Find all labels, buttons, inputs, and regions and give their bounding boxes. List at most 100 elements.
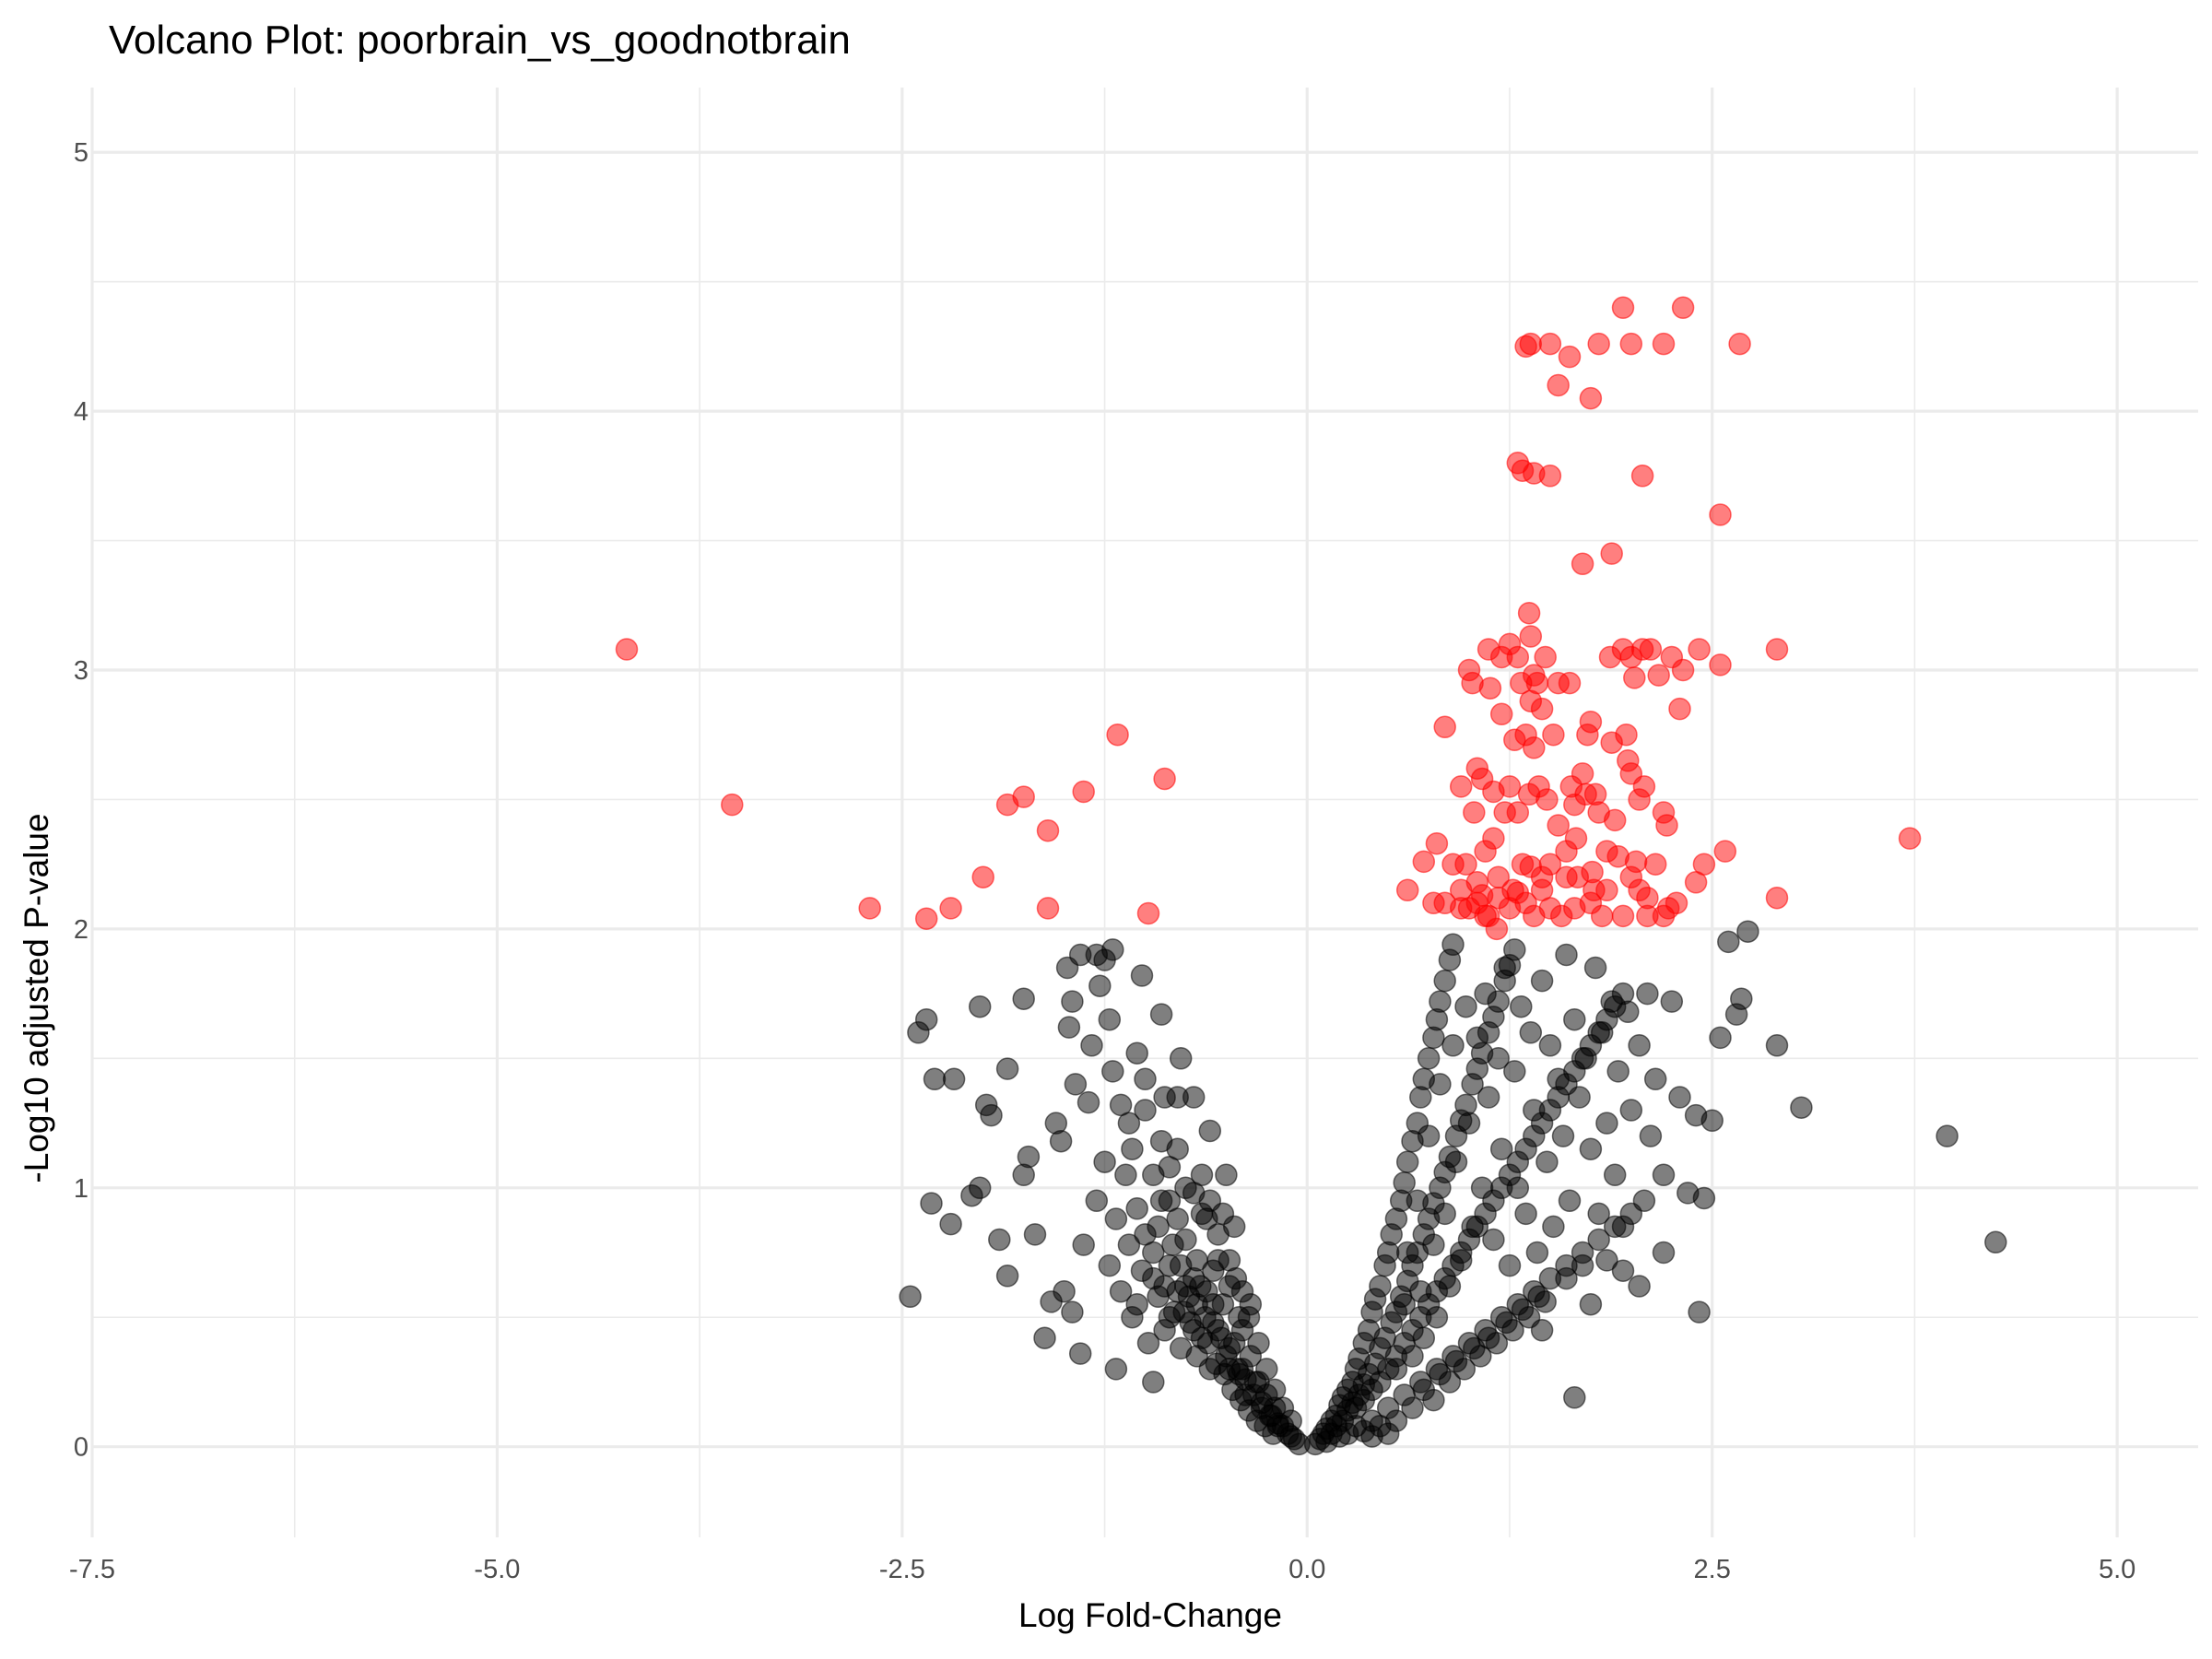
non-significant-point — [1503, 1060, 1526, 1083]
significant-point — [939, 897, 962, 920]
non-significant-point — [1717, 930, 1740, 954]
non-significant-point — [1514, 1202, 1537, 1226]
significant-point — [1555, 865, 1578, 888]
non-significant-point — [1688, 1300, 1711, 1324]
non-significant-point — [1636, 982, 1659, 1006]
non-significant-point — [1441, 933, 1465, 957]
non-significant-point — [1617, 1000, 1640, 1024]
significant-point — [1433, 715, 1456, 739]
non-significant-point — [1438, 1275, 1462, 1298]
y-tick-label: 0 — [74, 1433, 88, 1463]
significant-point — [1463, 801, 1486, 824]
significant-point — [1611, 296, 1635, 320]
data-points — [615, 296, 2007, 1456]
non-significant-point — [1136, 1332, 1160, 1355]
non-significant-point — [1485, 1332, 1509, 1355]
significant-point — [1671, 296, 1695, 320]
non-significant-point — [1057, 1016, 1081, 1039]
non-significant-point — [1395, 1150, 1419, 1173]
non-significant-point — [1595, 1249, 1618, 1272]
non-significant-point — [1206, 1223, 1230, 1246]
non-significant-point — [1080, 1034, 1103, 1057]
significant-point — [1709, 503, 1732, 526]
non-significant-point — [1093, 1150, 1116, 1173]
non-significant-point — [1587, 1202, 1610, 1226]
non-significant-point — [968, 1176, 992, 1200]
non-significant-point — [1166, 1207, 1189, 1230]
non-significant-point — [1053, 1279, 1076, 1303]
non-significant-point — [1639, 1124, 1663, 1147]
non-significant-point — [1652, 1163, 1676, 1187]
non-significant-point — [1474, 982, 1497, 1006]
significant-point — [1652, 332, 1676, 356]
significant-point — [1534, 645, 1557, 669]
non-significant-point — [1218, 1336, 1241, 1360]
non-significant-point — [1611, 1215, 1635, 1239]
non-significant-point — [1542, 1215, 1565, 1239]
non-significant-point — [1429, 1073, 1452, 1096]
non-significant-point — [1555, 1266, 1578, 1290]
non-significant-point — [1790, 1096, 1813, 1119]
significant-point — [1652, 904, 1676, 928]
non-significant-point — [1149, 1189, 1173, 1213]
significant-point — [1538, 897, 1562, 920]
non-significant-point — [1461, 1215, 1484, 1239]
non-significant-point — [980, 1103, 1003, 1127]
significant-point — [1489, 702, 1513, 726]
non-significant-point — [1395, 1241, 1419, 1265]
non-significant-point — [1433, 969, 1456, 993]
non-significant-point — [1736, 920, 1759, 943]
significant-point — [858, 897, 881, 920]
non-significant-point — [1068, 1342, 1092, 1365]
significant-point — [1671, 658, 1695, 682]
non-significant-point — [1438, 1371, 1462, 1394]
non-significant-point — [1503, 938, 1526, 961]
non-significant-point — [1190, 1163, 1214, 1187]
non-significant-point — [1555, 943, 1578, 967]
non-significant-point — [1558, 1189, 1582, 1213]
x-tick-label: -5.0 — [474, 1555, 520, 1584]
non-significant-point — [1579, 1292, 1603, 1316]
x-tick-label: -2.5 — [879, 1555, 925, 1584]
non-significant-point — [1237, 1305, 1261, 1329]
non-significant-point — [1587, 1228, 1610, 1252]
non-significant-point — [1765, 1034, 1789, 1057]
significant-point — [1619, 332, 1643, 356]
non-significant-point — [1101, 1060, 1124, 1083]
significant-point — [1535, 788, 1559, 811]
non-significant-point — [1583, 956, 1607, 980]
significant-point — [615, 638, 639, 661]
significant-point — [1506, 645, 1530, 669]
non-significant-point — [1077, 1090, 1100, 1114]
significant-point — [1728, 332, 1751, 356]
non-significant-point — [942, 1067, 966, 1091]
non-significant-point — [1628, 1034, 1651, 1057]
non-significant-point — [1936, 1124, 1959, 1147]
significant-point — [1713, 840, 1737, 863]
non-significant-point — [1530, 969, 1554, 993]
non-significant-point — [1109, 1279, 1133, 1303]
non-significant-point — [1534, 1290, 1557, 1313]
non-significant-point — [1568, 1086, 1591, 1109]
significant-point — [1558, 345, 1582, 369]
non-significant-point — [1574, 1047, 1597, 1070]
non-significant-point — [1477, 1086, 1500, 1109]
significant-point — [1482, 827, 1505, 850]
significant-point — [1519, 855, 1543, 878]
non-significant-point — [1134, 1067, 1157, 1091]
non-significant-point — [1600, 990, 1623, 1013]
non-significant-point — [1668, 1086, 1691, 1109]
non-significant-point — [1142, 1371, 1165, 1394]
non-significant-point — [1517, 1305, 1541, 1329]
non-significant-point — [1033, 1326, 1056, 1349]
non-significant-point — [1088, 974, 1112, 997]
significant-point — [1595, 878, 1618, 902]
non-significant-point — [988, 1228, 1011, 1252]
x-tick-label: -7.5 — [69, 1555, 115, 1584]
non-significant-point — [1049, 1129, 1073, 1153]
significant-point — [1898, 827, 1922, 850]
non-significant-point — [1422, 1233, 1445, 1256]
non-significant-point — [1169, 1047, 1193, 1070]
significant-point — [1643, 853, 1667, 876]
significant-point — [1630, 465, 1654, 488]
